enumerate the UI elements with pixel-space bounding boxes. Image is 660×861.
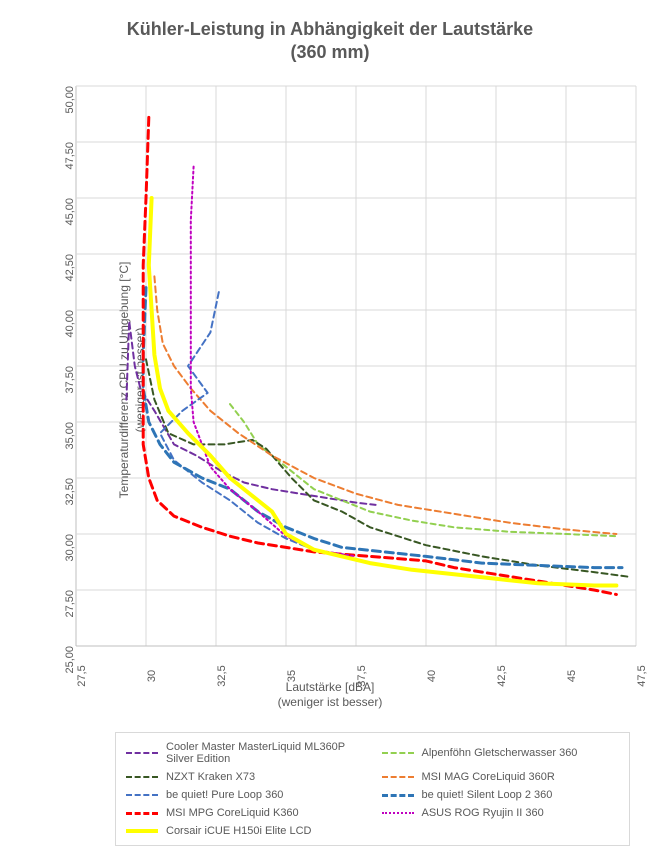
y-tick: 27,50 bbox=[64, 590, 76, 618]
legend-item: MSI MAG CoreLiquid 360R bbox=[382, 771, 620, 783]
y-tick: 35,00 bbox=[64, 422, 76, 450]
legend-item: ASUS ROG Ryujin II 360 bbox=[382, 807, 620, 819]
legend-label: Corsair iCUE H150i Elite LCD bbox=[166, 825, 312, 837]
y-tick: 42,50 bbox=[64, 254, 76, 282]
legend-swatch bbox=[126, 794, 158, 796]
legend-swatch bbox=[382, 752, 414, 754]
grid-group bbox=[76, 86, 636, 646]
series-line bbox=[230, 404, 616, 536]
legend-item: Cooler Master MasterLiquid ML360P Silver… bbox=[126, 741, 364, 765]
legend-label: MSI MPG CoreLiquid K360 bbox=[166, 807, 299, 819]
y-tick: 32,50 bbox=[64, 478, 76, 506]
legend-item: MSI MPG CoreLiquid K360 bbox=[126, 807, 364, 819]
series-group bbox=[126, 117, 627, 594]
legend-label: NZXT Kraken X73 bbox=[166, 771, 255, 783]
legend: Cooler Master MasterLiquid ML360P Silver… bbox=[115, 732, 630, 846]
y-tick: 25,00 bbox=[64, 646, 76, 674]
legend-item: NZXT Kraken X73 bbox=[126, 771, 364, 783]
plot-area bbox=[76, 86, 636, 646]
y-tick: 37,50 bbox=[64, 366, 76, 394]
title-line2: (360 mm) bbox=[290, 42, 369, 62]
x-axis-label-line1: Lautstärke [dBA] bbox=[286, 680, 375, 694]
legend-swatch bbox=[126, 776, 158, 778]
legend-swatch bbox=[382, 794, 414, 797]
title-line1: Kühler-Leistung in Abhängigkeit der Laut… bbox=[127, 19, 533, 39]
legend-swatch bbox=[126, 752, 158, 754]
legend-item: Alpenföhn Gletscherwasser 360 bbox=[382, 741, 620, 765]
legend-item: be quiet! Pure Loop 360 bbox=[126, 789, 364, 801]
legend-label: be quiet! Pure Loop 360 bbox=[166, 789, 283, 801]
x-axis-label-line2: (weniger ist besser) bbox=[278, 695, 383, 709]
x-axis-label: Lautstärke [dBA] (weniger ist besser) bbox=[0, 680, 660, 711]
y-tick: 40,00 bbox=[64, 310, 76, 338]
series-line bbox=[143, 117, 616, 594]
legend-label: Alpenföhn Gletscherwasser 360 bbox=[422, 747, 578, 759]
y-tick-labels: 25,0027,5030,0032,5035,0037,5040,0042,50… bbox=[70, 86, 71, 646]
legend-swatch bbox=[126, 829, 158, 833]
series-line bbox=[160, 292, 350, 556]
legend-item: be quiet! Silent Loop 2 360 bbox=[382, 789, 620, 801]
y-tick: 30,00 bbox=[64, 534, 76, 562]
legend-label: be quiet! Silent Loop 2 360 bbox=[422, 789, 553, 801]
legend-label: Cooler Master MasterLiquid ML360P Silver… bbox=[166, 741, 364, 765]
legend-label: ASUS ROG Ryujin II 360 bbox=[422, 807, 544, 819]
y-tick: 50,00 bbox=[64, 86, 76, 114]
y-tick: 45,00 bbox=[64, 198, 76, 226]
legend-item: Corsair iCUE H150i Elite LCD bbox=[126, 825, 364, 837]
chart-title: Kühler-Leistung in Abhängigkeit der Laut… bbox=[0, 18, 660, 63]
series-line bbox=[154, 276, 616, 534]
legend-swatch bbox=[382, 812, 414, 814]
legend-swatch bbox=[382, 776, 414, 778]
legend-swatch bbox=[126, 812, 158, 815]
series-line bbox=[146, 359, 628, 576]
chart-page: Kühler-Leistung in Abhängigkeit der Laut… bbox=[0, 0, 660, 861]
series-line bbox=[126, 321, 375, 505]
legend-label: MSI MAG CoreLiquid 360R bbox=[422, 771, 555, 783]
series-line bbox=[143, 288, 622, 568]
y-tick: 47,50 bbox=[64, 142, 76, 170]
